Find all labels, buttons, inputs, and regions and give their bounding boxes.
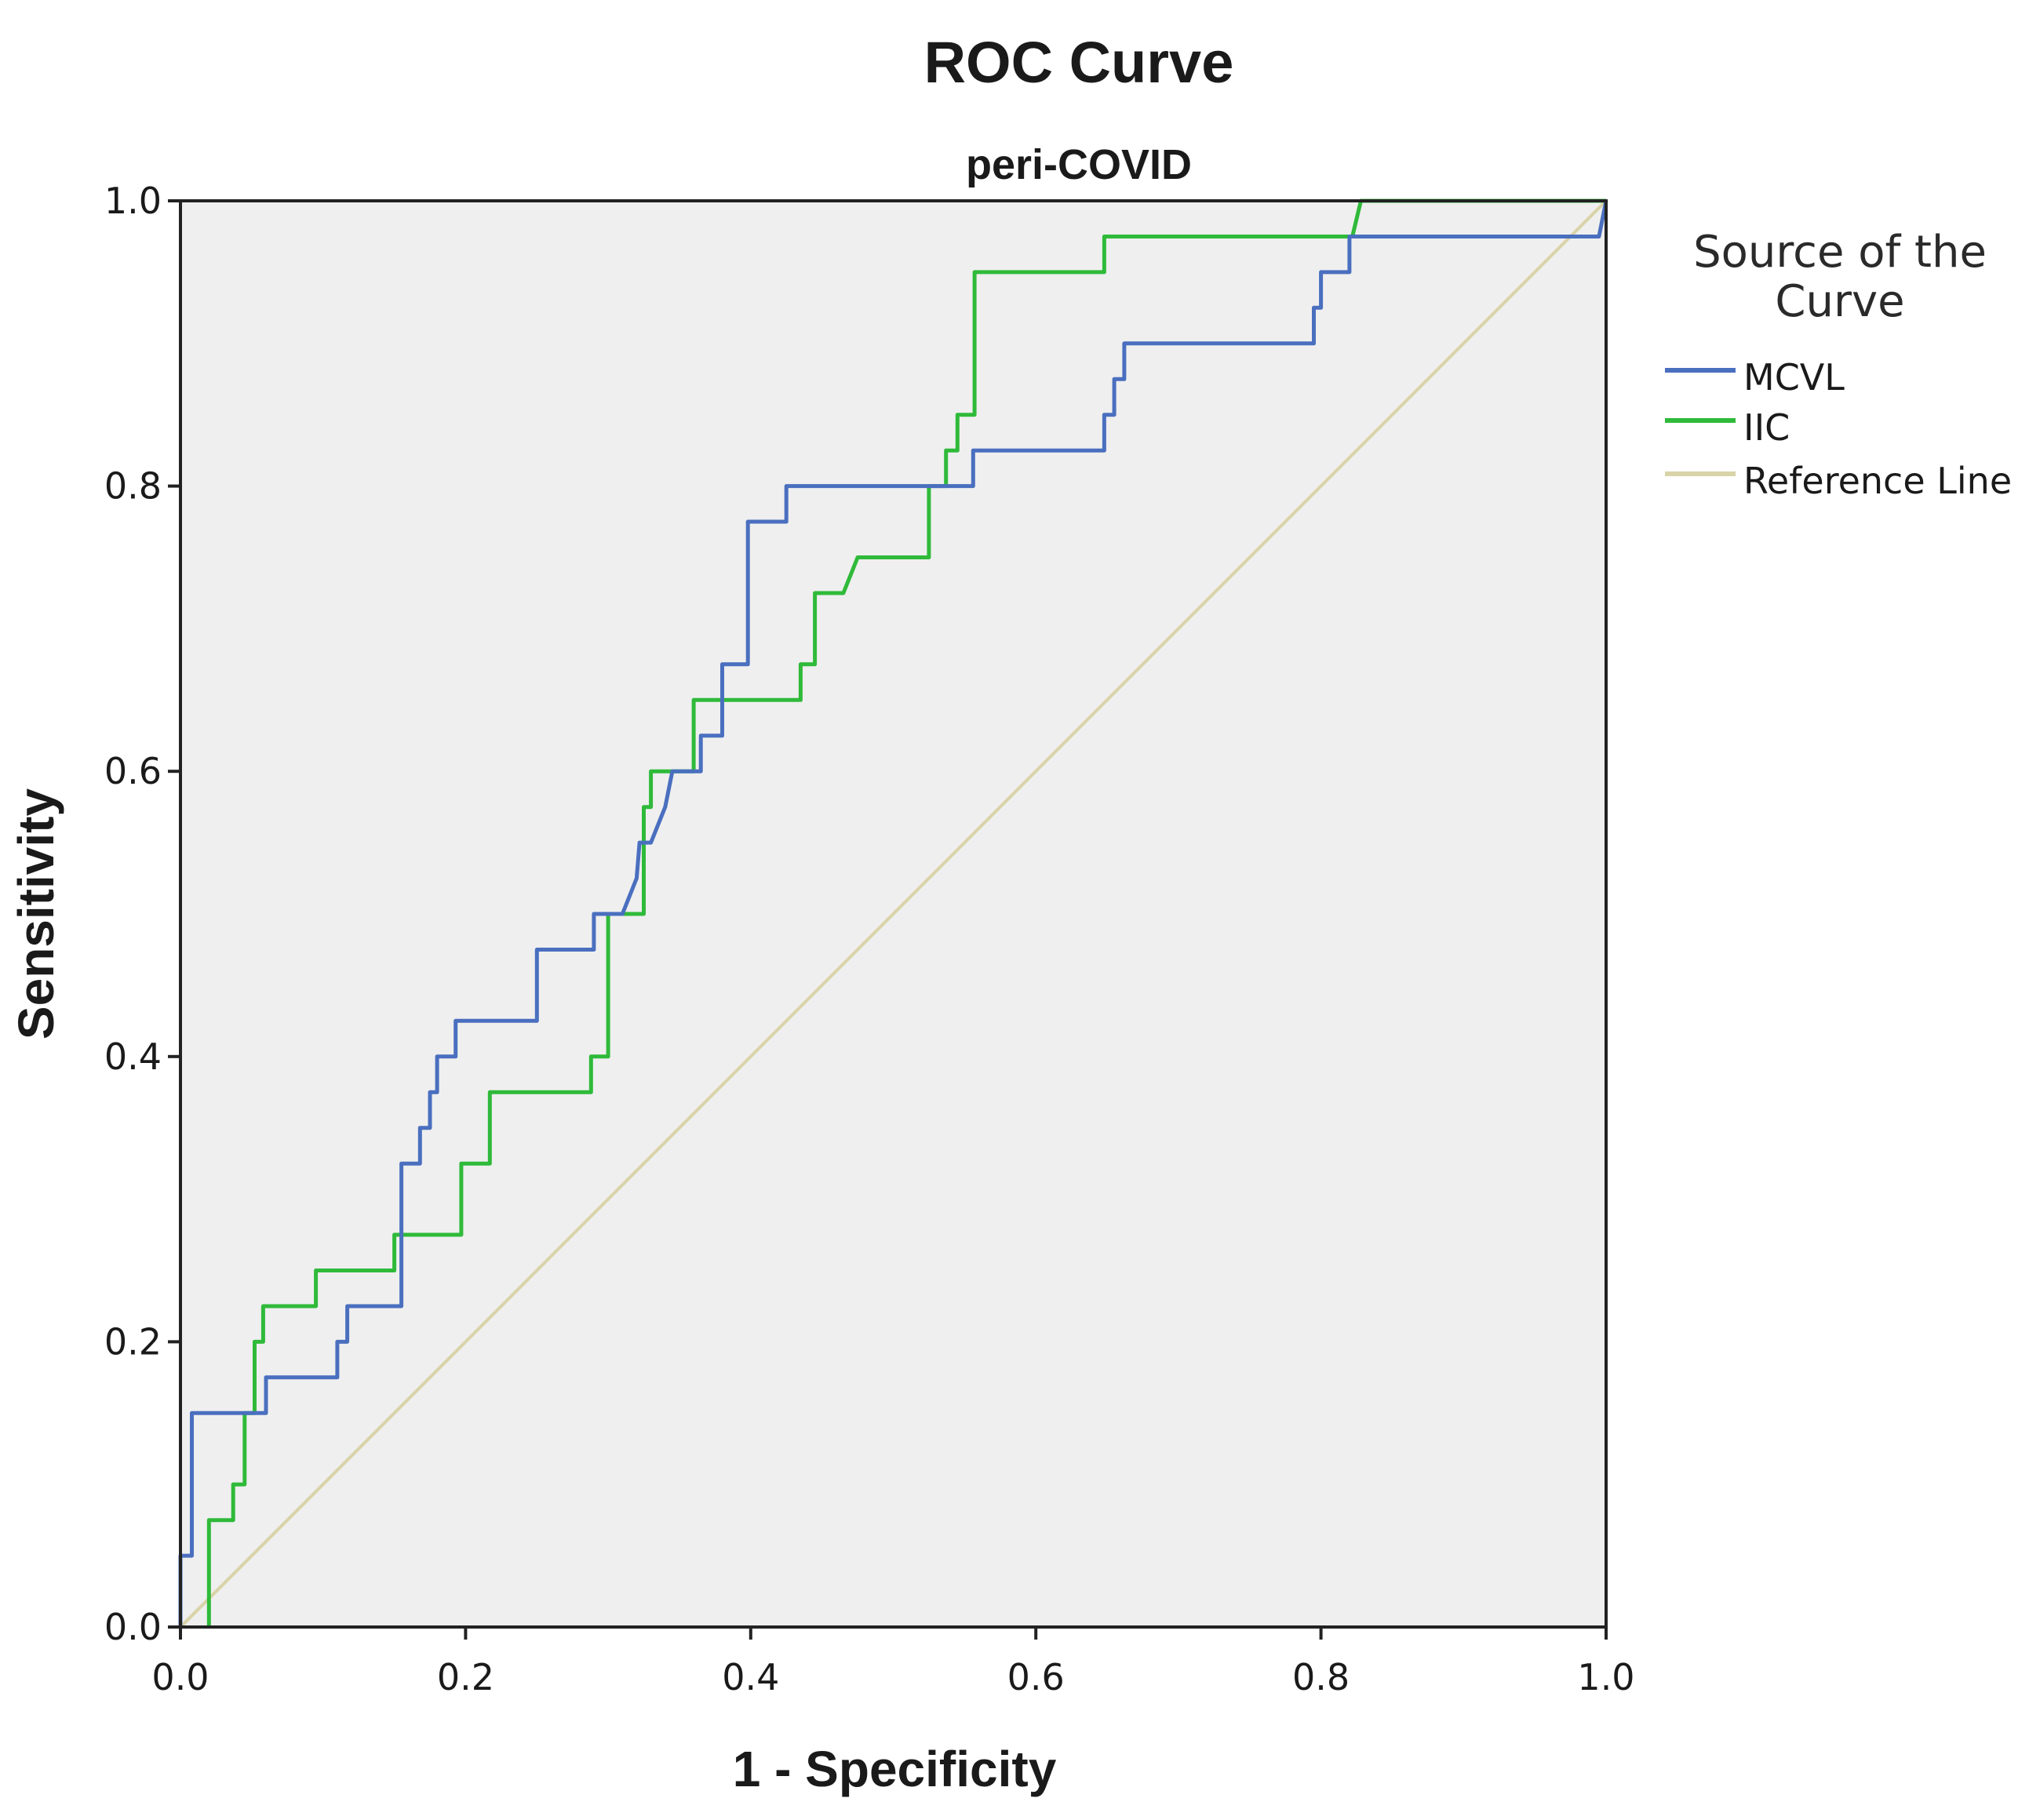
y-tick-label: 0.2 — [104, 1320, 162, 1363]
x-tick-label: 0.8 — [1292, 1656, 1350, 1698]
ticks-layer: 0.0 0.2 0.4 0.6 0.8 1.0 0.0 0.2 0.4 0.6 0.8 1.0 — [104, 180, 1635, 1698]
x-tick-label: 0.6 — [1007, 1656, 1065, 1698]
y-tick-label: 0.8 — [104, 465, 162, 508]
x-tick-label: 1.0 — [1577, 1656, 1634, 1698]
legend-label-reference: Reference Line — [1743, 460, 2012, 502]
x-tick-label: 0.2 — [437, 1656, 494, 1698]
y-tick-label: 0.4 — [104, 1036, 162, 1078]
series-layer — [178, 198, 1608, 1629]
series-line-iic — [206, 198, 1606, 1627]
legend-title-2: Curve — [1775, 276, 1904, 327]
legend: Source of the Curve MCVL IIC Reference L… — [1665, 227, 2012, 502]
series-line-reference-line — [179, 199, 1608, 1629]
x-axis-label: 1 - Specificity — [733, 1741, 1057, 1797]
plot-frame — [179, 199, 1608, 1629]
legend-title: Source of the — [1693, 227, 1987, 278]
y-axis-label: Sensitivity — [8, 788, 64, 1040]
x-tick-label: 0.4 — [722, 1656, 779, 1698]
series-line-mcvl — [178, 200, 1608, 1627]
chart-subtitle: peri-COVID — [966, 141, 1192, 188]
y-tick-label: 0.0 — [104, 1606, 162, 1648]
legend-label-mcvl: MCVL — [1743, 356, 1845, 399]
chart-title: ROC Curve — [924, 30, 1234, 95]
y-tick-label: 0.6 — [104, 750, 162, 792]
x-tick-label: 0.0 — [151, 1656, 209, 1698]
y-tick-label: 1.0 — [104, 180, 162, 222]
legend-label-iic: IIC — [1743, 406, 1790, 449]
